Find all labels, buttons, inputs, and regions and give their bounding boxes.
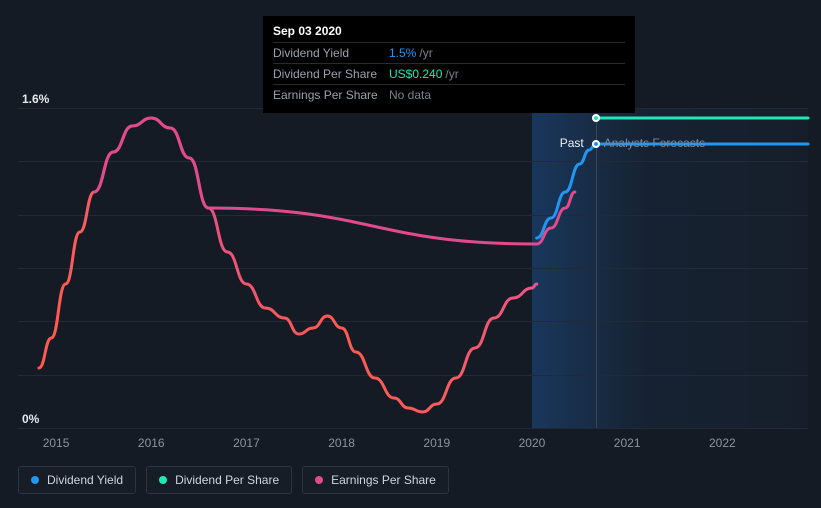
legend-label: Earnings Per Share xyxy=(331,473,436,487)
x-axis-label: 2016 xyxy=(138,436,165,450)
tooltip-row: Dividend Per ShareUS$0.240/yr xyxy=(273,63,625,84)
y-axis-label: 1.6% xyxy=(22,92,49,106)
tooltip-unit: /yr xyxy=(445,67,458,81)
legend-label: Dividend Yield xyxy=(47,473,123,487)
forecast-label: Analysts Forecasts xyxy=(604,136,705,150)
legend-item[interactable]: Dividend Per Share xyxy=(146,466,292,494)
hover-tooltip: Sep 03 2020 Dividend Yield1.5%/yrDividen… xyxy=(263,16,635,113)
chart-legend: Dividend Yield Dividend Per Share Earnings… xyxy=(18,466,449,494)
tooltip-key: Dividend Per Share xyxy=(273,67,389,81)
x-axis-label: 2017 xyxy=(233,436,260,450)
dot-dy xyxy=(592,140,600,148)
legend-label: Dividend Per Share xyxy=(175,473,279,487)
line-main-history xyxy=(39,118,537,412)
tooltip-date: Sep 03 2020 xyxy=(273,22,625,42)
dividend-chart: Sep 03 2020 Dividend Yield1.5%/yrDividen… xyxy=(18,8,808,453)
tooltip-key: Earnings Per Share xyxy=(273,88,389,102)
plot-area[interactable]: Past Analysts Forecasts 0%1.6% xyxy=(18,108,808,428)
y-axis-label: 0% xyxy=(22,412,39,426)
x-axis-label: 2015 xyxy=(43,436,70,450)
x-axis-label: 2022 xyxy=(709,436,736,450)
tooltip-value: US$0.240 xyxy=(389,67,442,81)
tooltip-row: Earnings Per ShareNo data xyxy=(273,84,625,105)
x-axis-label: 2018 xyxy=(328,436,355,450)
line-eps xyxy=(94,118,575,244)
gridline xyxy=(18,428,808,429)
tooltip-row: Dividend Yield1.5%/yr xyxy=(273,42,625,63)
chart-lines xyxy=(18,108,808,428)
line-dy-past xyxy=(537,144,596,238)
x-axis-label: 2021 xyxy=(614,436,641,450)
x-axis-label: 2020 xyxy=(519,436,546,450)
tooltip-value: No data xyxy=(389,88,431,102)
current-date-marker xyxy=(596,108,597,428)
legend-dot-icon xyxy=(31,476,39,484)
tooltip-value: 1.5% xyxy=(389,46,416,60)
legend-dot-icon xyxy=(315,476,323,484)
dot-dps xyxy=(592,114,600,122)
legend-item[interactable]: Earnings Per Share xyxy=(302,466,449,494)
tooltip-unit: /yr xyxy=(419,46,432,60)
x-axis-label: 2019 xyxy=(423,436,450,450)
tooltip-key: Dividend Yield xyxy=(273,46,389,60)
legend-dot-icon xyxy=(159,476,167,484)
past-label: Past xyxy=(560,136,584,150)
legend-item[interactable]: Dividend Yield xyxy=(18,466,136,494)
